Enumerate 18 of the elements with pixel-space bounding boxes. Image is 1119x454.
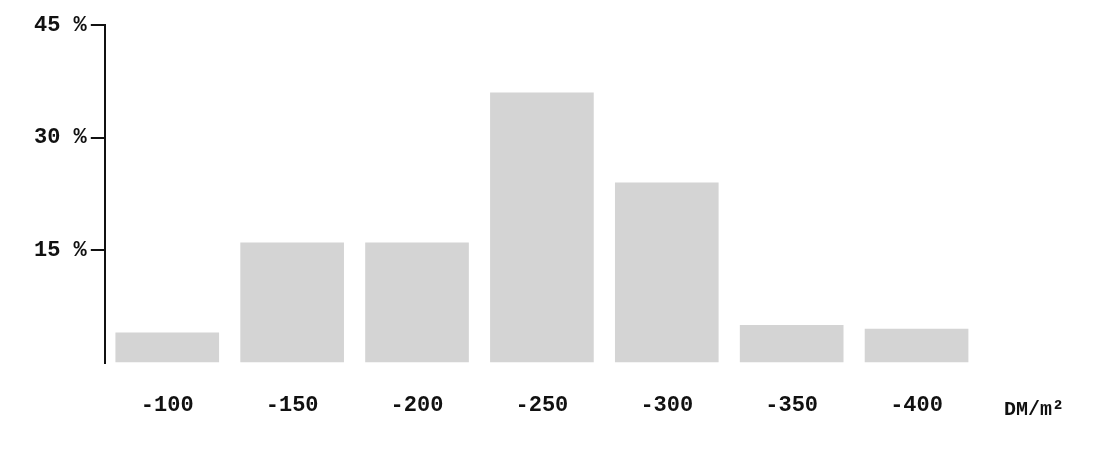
bar [614, 182, 719, 363]
bar [240, 242, 344, 363]
x-tick-label: -150 [265, 393, 319, 419]
bar [739, 325, 844, 363]
bar [490, 92, 594, 363]
y-tick-label: 30 % [34, 125, 88, 151]
bar [115, 332, 220, 363]
bar [365, 242, 469, 363]
x-tick-label: -400 [890, 393, 943, 419]
x-axis-title: DM/m² [1004, 397, 1065, 421]
x-tick-label: -350 [765, 393, 819, 419]
x-tick-label: -250 [515, 393, 569, 419]
y-tick-label: 45 % [34, 12, 88, 38]
bar [864, 328, 969, 363]
x-tick-label: -200 [390, 393, 444, 419]
x-tick-label: -300 [640, 393, 694, 419]
y-tick-label: 15 % [34, 237, 88, 263]
x-tick-label: -100 [140, 393, 194, 419]
